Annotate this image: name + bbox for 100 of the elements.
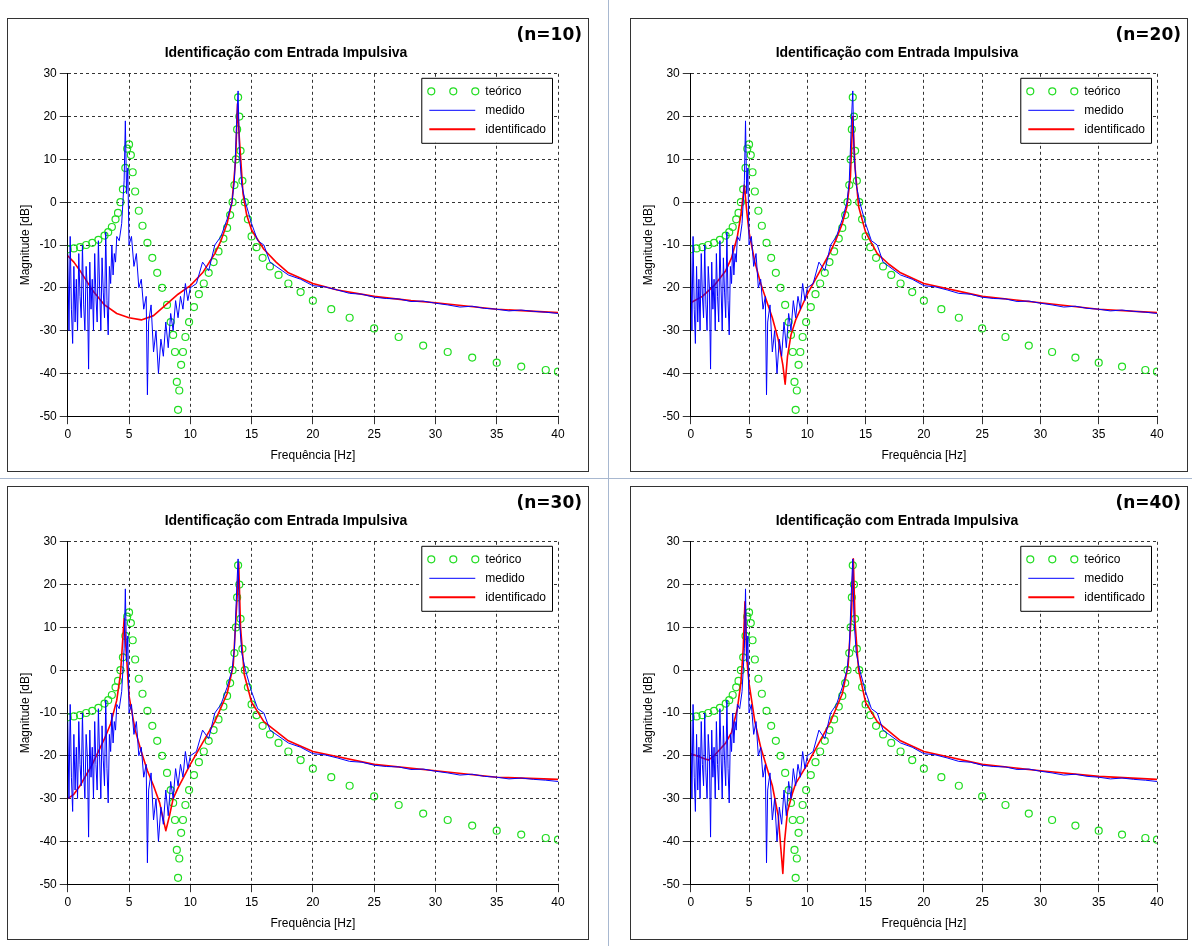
y-tick-label: 20 (666, 576, 681, 591)
y-tick-label: -40 (662, 833, 681, 848)
x-tick-label: 35 (1092, 894, 1106, 909)
y-tick-label: -10 (39, 237, 58, 252)
legend-label: identificado (485, 589, 547, 604)
x-tick-label: 20 (306, 426, 320, 441)
x-tick-label: 20 (917, 894, 931, 909)
x-tick-label: 20 (917, 426, 931, 441)
chart-title: Identificação com Entrada Impulsiva (775, 512, 1019, 529)
x-tick-label: 40 (1150, 426, 1164, 441)
y-tick-label: -30 (662, 790, 681, 805)
y-tick-label: -40 (39, 365, 58, 380)
y-tick-label: 20 (43, 108, 58, 123)
y-tick-label: -40 (39, 833, 58, 848)
x-tick-label: 25 (975, 894, 990, 909)
x-tick-label: 40 (551, 894, 565, 909)
x-tick-label: 5 (125, 426, 133, 441)
y-tick-label: 0 (50, 662, 58, 677)
y-axis-title: Magnitude [dB] (17, 204, 32, 286)
x-tick-label: 30 (1033, 426, 1048, 441)
y-tick-label: -20 (662, 280, 681, 295)
y-tick-label: -10 (662, 237, 681, 252)
x-axis-title: Frequência [Hz] (881, 448, 967, 463)
x-tick-label: 30 (428, 894, 443, 909)
chart-title: Identificação com Entrada Impulsiva (164, 512, 408, 529)
y-tick-label: -30 (39, 790, 58, 805)
y-tick-label: -50 (662, 408, 681, 423)
y-tick-label: -10 (662, 705, 681, 720)
x-tick-label: 40 (551, 426, 565, 441)
y-axis-title: Magnitude [dB] (640, 672, 655, 754)
x-tick-label: 15 (244, 426, 259, 441)
y-tick-label: 20 (666, 108, 681, 123)
y-tick-label: -40 (662, 365, 681, 380)
x-axis-title: Frequência [Hz] (270, 448, 356, 463)
y-tick-label: 0 (50, 194, 58, 209)
text: (n=20) (1115, 23, 1181, 44)
legend-label: medido (1084, 102, 1124, 117)
y-tick-label: 30 (43, 66, 58, 81)
y-tick-label: 20 (43, 576, 58, 591)
y-tick-label: -50 (39, 876, 58, 891)
legend-label: teórico (1084, 83, 1121, 98)
x-tick-label: 0 (687, 426, 695, 441)
x-tick-label: 0 (687, 894, 695, 909)
text: (n=10) (516, 23, 582, 44)
x-tick-label: 35 (490, 426, 504, 441)
x-tick-label: 25 (975, 426, 990, 441)
y-tick-label: -50 (662, 876, 681, 891)
legend-label: identificado (485, 121, 547, 136)
legend-label: medido (1084, 570, 1124, 585)
x-tick-label: 15 (858, 894, 873, 909)
x-tick-label: 0 (64, 426, 72, 441)
y-tick-label: 10 (43, 619, 58, 634)
x-tick-label: 10 (800, 426, 815, 441)
x-tick-label: 10 (800, 894, 815, 909)
x-tick-label: 35 (1092, 426, 1106, 441)
legend-label: identificado (1084, 589, 1146, 604)
y-tick-label: -30 (662, 322, 681, 337)
x-tick-label: 15 (858, 426, 873, 441)
y-tick-label: -20 (662, 748, 681, 763)
x-tick-label: 5 (125, 894, 133, 909)
chart-title: Identificação com Entrada Impulsiva (775, 44, 1019, 61)
x-axis-title: Frequência [Hz] (270, 916, 356, 931)
x-tick-label: 30 (1033, 894, 1048, 909)
legend-label: identificado (1084, 121, 1146, 136)
y-tick-label: -20 (39, 748, 58, 763)
y-tick-label: -20 (39, 280, 58, 295)
y-tick-label: 0 (673, 194, 681, 209)
x-tick-label: 10 (183, 426, 198, 441)
x-tick-label: 5 (745, 894, 753, 909)
y-tick-label: -50 (39, 408, 58, 423)
text: (n=30) (516, 491, 582, 512)
x-tick-label: 40 (1150, 894, 1164, 909)
x-tick-label: 25 (367, 894, 382, 909)
x-tick-label: 25 (367, 426, 382, 441)
legend-label: medido (485, 102, 525, 117)
x-tick-label: 15 (244, 894, 259, 909)
legend-label: teórico (485, 551, 522, 566)
legend-label: teórico (485, 83, 522, 98)
y-tick-label: 10 (666, 151, 681, 166)
y-tick-label: 10 (43, 151, 58, 166)
y-tick-label: 30 (666, 66, 681, 81)
y-tick-label: -30 (39, 322, 58, 337)
y-tick-label: 30 (43, 534, 58, 549)
x-tick-label: 20 (306, 894, 320, 909)
y-tick-label: 0 (673, 662, 681, 677)
legend-label: medido (485, 570, 525, 585)
x-tick-label: 35 (490, 894, 504, 909)
legend-label: teórico (1084, 551, 1121, 566)
x-tick-label: 0 (64, 894, 72, 909)
chart-title: Identificação com Entrada Impulsiva (164, 44, 408, 61)
y-tick-label: 30 (666, 534, 681, 549)
x-tick-label: 10 (183, 894, 198, 909)
y-axis-title: Magnitude [dB] (17, 672, 32, 754)
x-axis-title: Frequência [Hz] (881, 916, 967, 931)
y-axis-title: Magnitude [dB] (640, 204, 655, 286)
x-tick-label: 5 (745, 426, 753, 441)
text: (n=40) (1115, 491, 1181, 512)
x-tick-label: 30 (428, 426, 443, 441)
y-tick-label: 10 (666, 619, 681, 634)
y-tick-label: -10 (39, 705, 58, 720)
